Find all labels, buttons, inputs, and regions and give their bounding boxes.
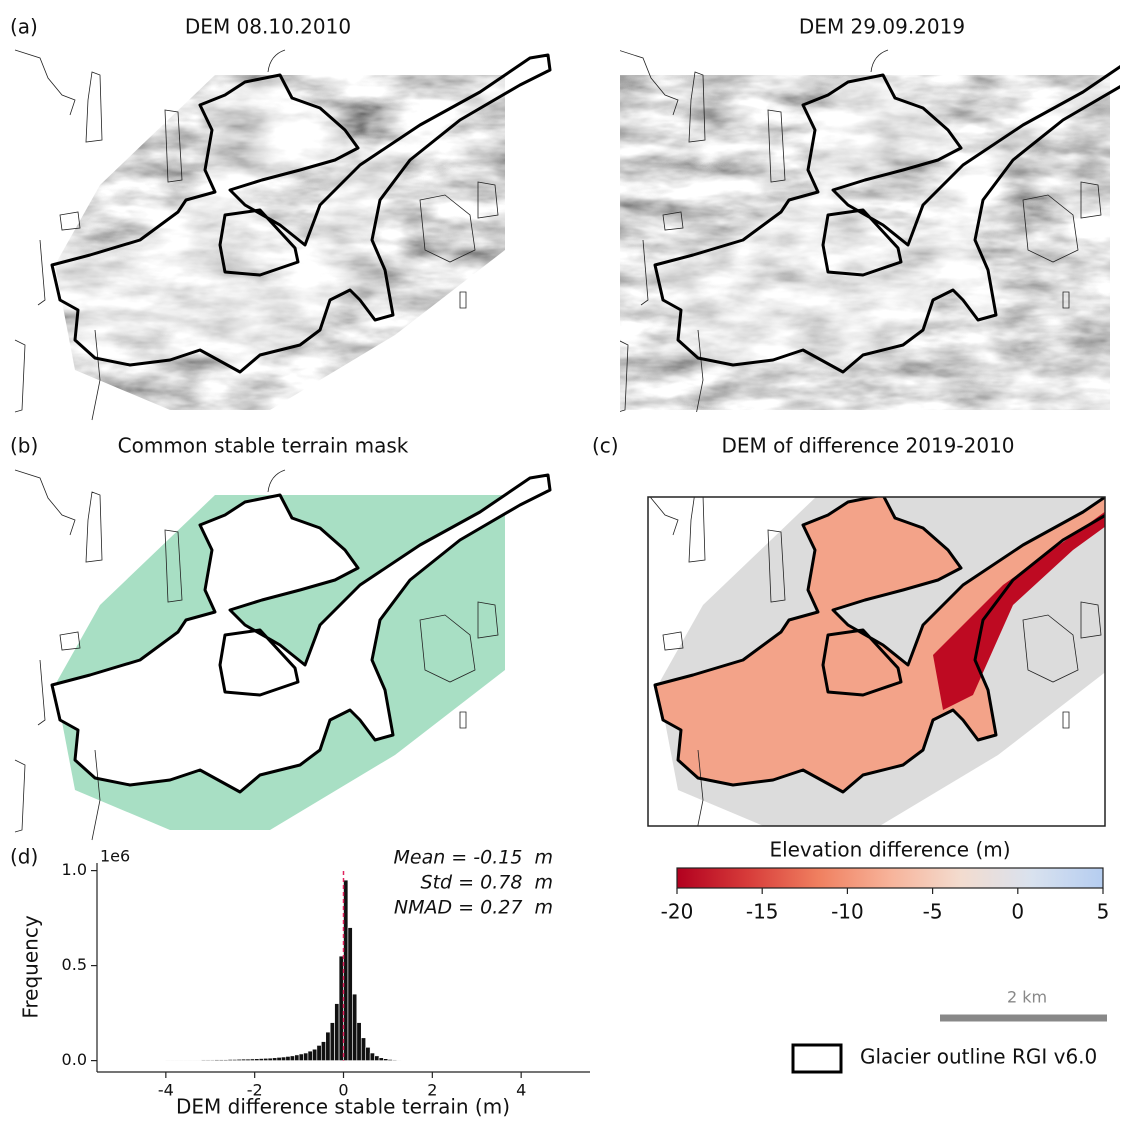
- bar: [352, 994, 356, 1061]
- bar: [219, 1060, 223, 1061]
- stat-annotation: Mean = -0.15 m: [393, 847, 553, 869]
- panel-label: (c): [592, 434, 619, 458]
- colorbar-tick-label: -15: [746, 900, 779, 924]
- bar: [348, 928, 352, 1061]
- bar: [392, 1060, 396, 1061]
- panel-label: (b): [10, 434, 38, 458]
- stat-annotation: NMAD = 0.27 m: [394, 897, 553, 919]
- bar: [317, 1045, 321, 1060]
- x-tick-label: 2: [427, 1081, 437, 1100]
- bar: [259, 1059, 263, 1061]
- bar: [335, 1004, 339, 1061]
- bar: [268, 1058, 272, 1060]
- x-tick-label: -2: [247, 1081, 263, 1100]
- bar: [246, 1059, 250, 1061]
- bar: [197, 1060, 201, 1061]
- colorbar-tick-label: 5: [1097, 900, 1110, 924]
- x-tick-label: 0: [338, 1081, 348, 1100]
- bar: [366, 1047, 370, 1060]
- bar: [330, 1023, 334, 1061]
- bar: [272, 1058, 276, 1061]
- bar: [299, 1054, 303, 1061]
- y-tick-label: 0.5: [62, 955, 87, 974]
- bar: [228, 1059, 232, 1060]
- bar: [264, 1058, 268, 1060]
- colorbar-tick-label: -20: [661, 900, 694, 924]
- y-tick-label: 1.0: [62, 860, 87, 879]
- bar: [206, 1060, 210, 1061]
- x-tick-label: 4: [516, 1081, 526, 1100]
- bar: [232, 1059, 236, 1060]
- legend-swatch: [793, 1045, 841, 1072]
- panel-title: DEM 29.09.2019: [799, 15, 965, 39]
- bar: [375, 1056, 379, 1061]
- stat-annotation: Std = 0.78 m: [421, 872, 553, 894]
- bar: [224, 1060, 228, 1061]
- colorbar: -20 -15 -10 -5 0 5: [661, 868, 1110, 924]
- bar: [379, 1058, 383, 1061]
- bar: [357, 1023, 361, 1061]
- bar: [370, 1053, 374, 1061]
- colorbar-tick-label: -5: [923, 900, 943, 924]
- figure: (a) DEM 08.10.2010 DEM 29.09.2019 (b) Co…: [0, 0, 1145, 1129]
- bar: [210, 1060, 214, 1061]
- bar: [286, 1056, 290, 1060]
- panel-title: Common stable terrain mask: [118, 434, 409, 458]
- x-tick-label: -4: [158, 1081, 174, 1100]
- panel-title: DEM 08.10.2010: [185, 15, 351, 39]
- bar: [312, 1049, 316, 1060]
- offset-label: 1e6: [100, 847, 130, 866]
- bar: [281, 1057, 285, 1061]
- bar: [215, 1060, 219, 1061]
- bar: [308, 1051, 312, 1061]
- colorbar-label: Elevation difference (m): [769, 838, 1010, 862]
- panel-label: (d): [10, 845, 38, 869]
- legend-label: Glacier outline RGI v6.0: [860, 1045, 1097, 1069]
- bar: [295, 1055, 299, 1061]
- bar: [184, 1060, 188, 1061]
- dem-map: [15, 50, 550, 420]
- colorbar-ramp: [677, 868, 1103, 888]
- colorbar-tick-label: 0: [1011, 900, 1024, 924]
- bar: [188, 1060, 192, 1061]
- bar: [304, 1053, 308, 1061]
- colorbar-tick-label: -10: [831, 900, 864, 924]
- bar: [388, 1059, 392, 1060]
- bar: [277, 1057, 281, 1060]
- histogram: -4 -2 0 2 4 0.0 0.5 1.0 Mean = -0.15 m Std = 0.78…: [62, 847, 590, 1100]
- panel-title: DEM of difference 2019-2010: [721, 434, 1014, 458]
- y-tick-label: 0.0: [62, 1050, 87, 1069]
- bar: [361, 1038, 365, 1061]
- dem-map: [618, 50, 1145, 420]
- bar: [250, 1059, 254, 1061]
- bar: [383, 1059, 387, 1061]
- ddem-map: [618, 470, 1145, 840]
- bar: [321, 1042, 325, 1061]
- bar: [201, 1060, 205, 1061]
- bar: [241, 1059, 245, 1061]
- bar: [326, 1032, 330, 1061]
- bar: [237, 1059, 241, 1060]
- y-axis-label: Frequency: [19, 915, 43, 1018]
- panel-label: (a): [10, 15, 38, 39]
- mask-map: [15, 470, 550, 840]
- bar: [192, 1060, 196, 1061]
- bar: [290, 1056, 294, 1061]
- bar: [255, 1059, 259, 1061]
- scale-bar-label: 2 km: [1007, 988, 1047, 1007]
